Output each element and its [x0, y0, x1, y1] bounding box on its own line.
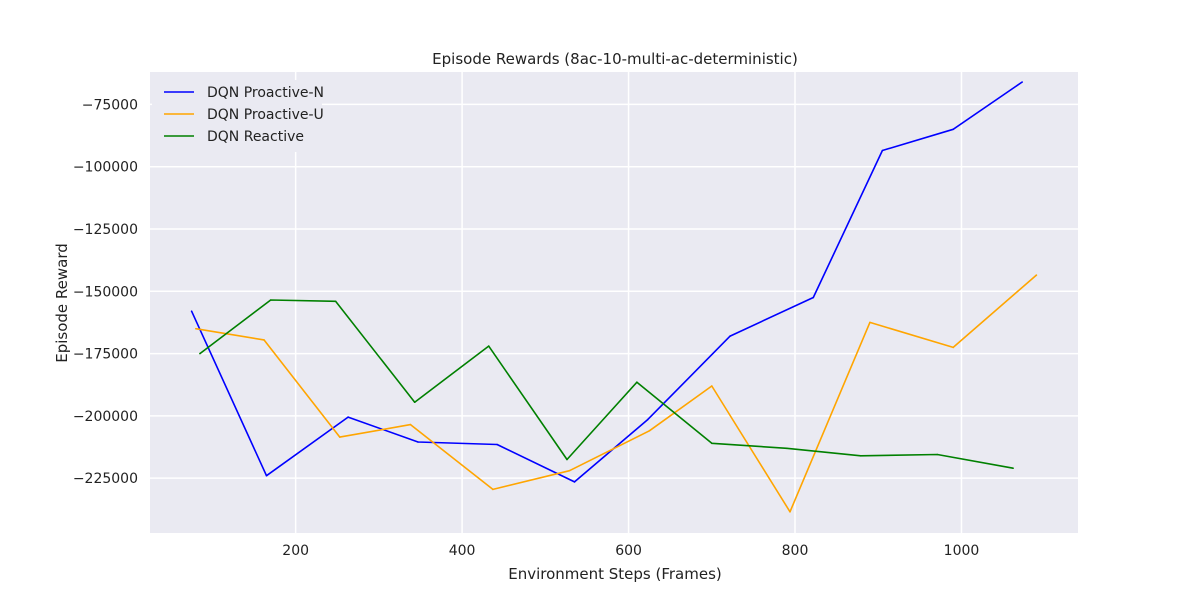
data-point [936, 453, 939, 456]
y-axis-label: Episode Reward [53, 243, 71, 363]
series-line-1 [195, 274, 1037, 513]
x-tick-label: 600 [615, 543, 642, 559]
x-axis-ticks: 200 400 600 800 1000 [282, 543, 979, 559]
data-point [636, 381, 638, 384]
data-point [334, 300, 337, 303]
data-point [789, 511, 791, 513]
y-axis-ticks: −225000 −200000 −175000 −150000 −125000 −1000… [73, 97, 138, 487]
data-point [711, 385, 713, 387]
legend-label-0: DQN Proactive-N [207, 85, 324, 101]
grid [150, 72, 1078, 533]
data-point [1021, 81, 1023, 83]
data-point [492, 488, 494, 491]
data-point [568, 469, 571, 472]
data-point [881, 149, 884, 152]
data-point [573, 481, 576, 483]
data-point [952, 346, 954, 349]
y-tick-label: −100000 [73, 160, 138, 176]
data-point [566, 458, 568, 461]
data-point [812, 296, 815, 299]
x-tick-label: 200 [282, 543, 309, 559]
data-point [195, 327, 197, 330]
x-axis-label: Environment Steps (Frames) [508, 565, 722, 583]
legend-label-1: DQN Proactive-U [207, 107, 324, 123]
y-tick-label: −75000 [82, 97, 138, 113]
data-point [199, 352, 201, 355]
chart-title: Episode Rewards (8ac-10-multi-ac-determi… [432, 50, 798, 68]
data-point [1012, 467, 1014, 470]
data-point [263, 339, 265, 341]
legend-box [152, 80, 322, 152]
data-point [265, 474, 268, 477]
data-point [952, 128, 954, 131]
data-point [711, 442, 713, 445]
data-point [785, 447, 788, 450]
data-point [729, 335, 731, 337]
data-point [413, 401, 416, 404]
data-point [487, 345, 490, 347]
y-tick-label: −225000 [73, 471, 138, 487]
data-point [190, 310, 193, 313]
data-point [869, 321, 871, 324]
data-point [860, 455, 862, 457]
data-point [648, 430, 651, 432]
legend-label-2: DQN Reactive [207, 129, 304, 145]
data-point [417, 441, 419, 443]
series-lines [190, 81, 1038, 513]
y-tick-label: −125000 [73, 222, 138, 238]
x-tick-label: 400 [449, 543, 476, 559]
x-tick-label: 1000 [944, 543, 980, 559]
y-tick-label: −150000 [73, 284, 138, 300]
x-tick-label: 800 [782, 543, 809, 559]
data-point [1035, 274, 1038, 276]
data-point [496, 443, 498, 446]
legend: DQN Proactive-N DQN Proactive-U DQN Reacti… [152, 80, 324, 152]
data-point [269, 299, 272, 301]
data-point [347, 416, 349, 418]
series-line-2 [199, 299, 1014, 469]
y-tick-label: −175000 [73, 347, 138, 363]
y-tick-label: −200000 [73, 409, 138, 425]
data-point [646, 418, 649, 421]
data-point [409, 423, 412, 426]
data-point [339, 436, 341, 438]
